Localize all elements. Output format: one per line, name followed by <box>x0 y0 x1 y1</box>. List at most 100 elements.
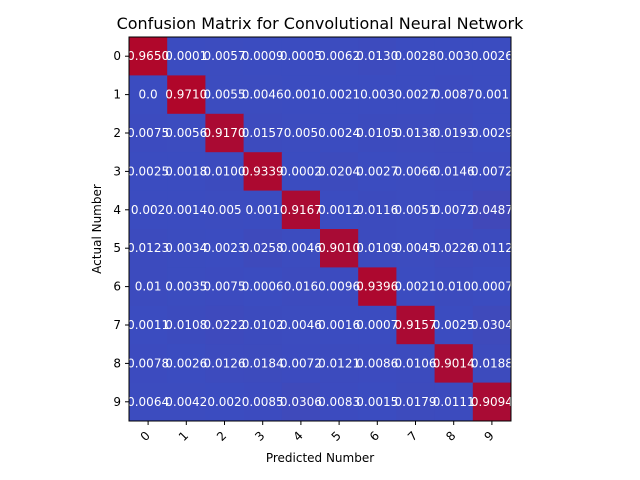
cell-value-label: 0.01 <box>135 280 162 294</box>
heatmap-cell <box>472 113 512 153</box>
cell-value-label: 0.0006 <box>242 280 284 294</box>
y-tick-label: 4 <box>113 203 121 217</box>
heatmap-cell <box>167 190 206 230</box>
cell-value-label: 0.0009 <box>242 49 284 63</box>
heatmap-cell <box>129 305 168 345</box>
cell-value-label: 0.0014 <box>165 203 207 217</box>
heatmap-cell <box>472 152 512 191</box>
cell-value-label: 0.0078 <box>127 356 169 370</box>
cell-value-label: 0.0055 <box>204 88 246 102</box>
heatmap-cell <box>129 75 168 115</box>
heatmap-cell <box>167 152 206 191</box>
cell-value-label: 0.0204 <box>318 164 360 178</box>
y-axis-label: Actual Number <box>90 184 104 274</box>
heatmap-cell <box>320 75 359 115</box>
cell-value-label: 0.016 <box>284 280 318 294</box>
cell-value-label: 0.9014 <box>433 356 475 370</box>
heatmap-cell <box>129 152 168 191</box>
cell-value-label: 0.0096 <box>318 280 360 294</box>
cell-value-label: 0.0112 <box>471 241 513 255</box>
heatmap-cell <box>320 113 359 153</box>
cell-value-label: 0.0100 <box>204 164 246 178</box>
cell-value-label: 0.010 <box>437 280 471 294</box>
x-tick-label: 2 <box>214 429 229 444</box>
cell-value-label: 0.9094 <box>471 395 513 409</box>
cell-value-label: 0.0116 <box>356 203 398 217</box>
cell-value-label: 0.0072 <box>471 164 513 178</box>
heatmap-cell <box>281 75 321 115</box>
heatmap-cell <box>396 113 435 153</box>
x-axis-label: Predicted Number <box>266 451 374 465</box>
cell-value-label: 0.0042 <box>165 395 207 409</box>
cell-value-label: 0.002 <box>131 203 165 217</box>
cell-value-label: 0.0046 <box>242 88 284 102</box>
cell-value-label: 0.9339 <box>242 164 284 178</box>
heatmap-cell <box>205 37 244 76</box>
cell-value-label: 0.0045 <box>395 241 437 255</box>
y-tick-label: 6 <box>113 280 121 294</box>
heatmap-cell <box>243 190 283 230</box>
heatmap-cell <box>396 152 435 191</box>
heatmap-cell <box>243 229 283 268</box>
cell-value-label: 0.0146 <box>433 164 475 178</box>
heatmap-cell <box>472 267 512 307</box>
cell-value-label: 0.0258 <box>242 241 284 255</box>
cell-value-label: 0.0075 <box>127 126 169 140</box>
heatmap-cell <box>243 37 283 76</box>
cell-value-label: 0.0111 <box>433 395 475 409</box>
heatmap-cell <box>320 37 359 76</box>
cell-value-label: 0.0102 <box>242 318 284 332</box>
heatmap-cell <box>472 37 512 76</box>
y-tick-label: 5 <box>113 241 121 255</box>
heatmap-cell <box>167 75 206 115</box>
cell-value-label: 0.0056 <box>165 126 207 140</box>
x-tick-label: 0 <box>138 429 153 444</box>
heatmap-cell <box>434 267 474 307</box>
heatmap-cell <box>243 113 283 153</box>
cell-value-label: 0.9167 <box>280 203 322 217</box>
heatmap-cell <box>281 344 321 383</box>
cell-value-label: 0.0007 <box>356 318 398 332</box>
heatmap-cell <box>320 267 359 307</box>
cell-value-label: 0.0021 <box>318 88 360 102</box>
cell-value-label: 0.0184 <box>242 356 284 370</box>
cell-value-label: 0.003 <box>360 88 394 102</box>
heatmap-cell <box>129 190 168 230</box>
cell-value-label: 0.0051 <box>395 203 437 217</box>
heatmap-cell <box>320 190 359 230</box>
cell-value-label: 0.0109 <box>356 241 398 255</box>
cell-value-label: 0.0011 <box>127 318 169 332</box>
cell-value-label: 0.0105 <box>356 126 398 140</box>
x-tick-label: 4 <box>290 429 305 444</box>
heatmap-cell <box>320 152 359 191</box>
heatmap-cell <box>358 37 397 76</box>
heatmap-cell <box>281 37 321 76</box>
heatmap-cell <box>434 37 474 76</box>
chart-title: Confusion Matrix for Convolutional Neura… <box>117 14 525 33</box>
cell-value-label: 0.0085 <box>242 395 284 409</box>
heatmap-cell <box>358 344 397 383</box>
cell-value-label: 0.0026 <box>165 356 207 370</box>
heatmap-cell <box>129 267 168 307</box>
cell-value-label: 0.0007 <box>471 280 513 294</box>
heatmap-cell <box>243 75 283 115</box>
heatmap-cell <box>358 305 397 345</box>
heatmap-cell <box>243 305 283 345</box>
cell-value-label: 0.0 <box>139 88 158 102</box>
x-tick-label: 1 <box>176 429 191 444</box>
heatmap-cell <box>129 344 168 383</box>
heatmap-cell <box>243 267 283 307</box>
cell-value-label: 0.0018 <box>165 164 207 178</box>
heatmap-cell <box>434 229 474 268</box>
heatmap-cell <box>396 37 435 76</box>
cell-value-label: 0.0086 <box>356 356 398 370</box>
heatmap-cell <box>167 229 206 268</box>
heatmap-cell <box>320 229 359 268</box>
cell-value-label: 0.0046 <box>280 241 322 255</box>
y-tick-label: 3 <box>113 164 121 178</box>
heatmap-cell <box>129 229 168 268</box>
heatmap-cell <box>358 75 397 115</box>
cell-value-label: 0.9157 <box>395 318 437 332</box>
heatmap-cell <box>472 305 512 345</box>
cell-value-label: 0.9010 <box>318 241 360 255</box>
